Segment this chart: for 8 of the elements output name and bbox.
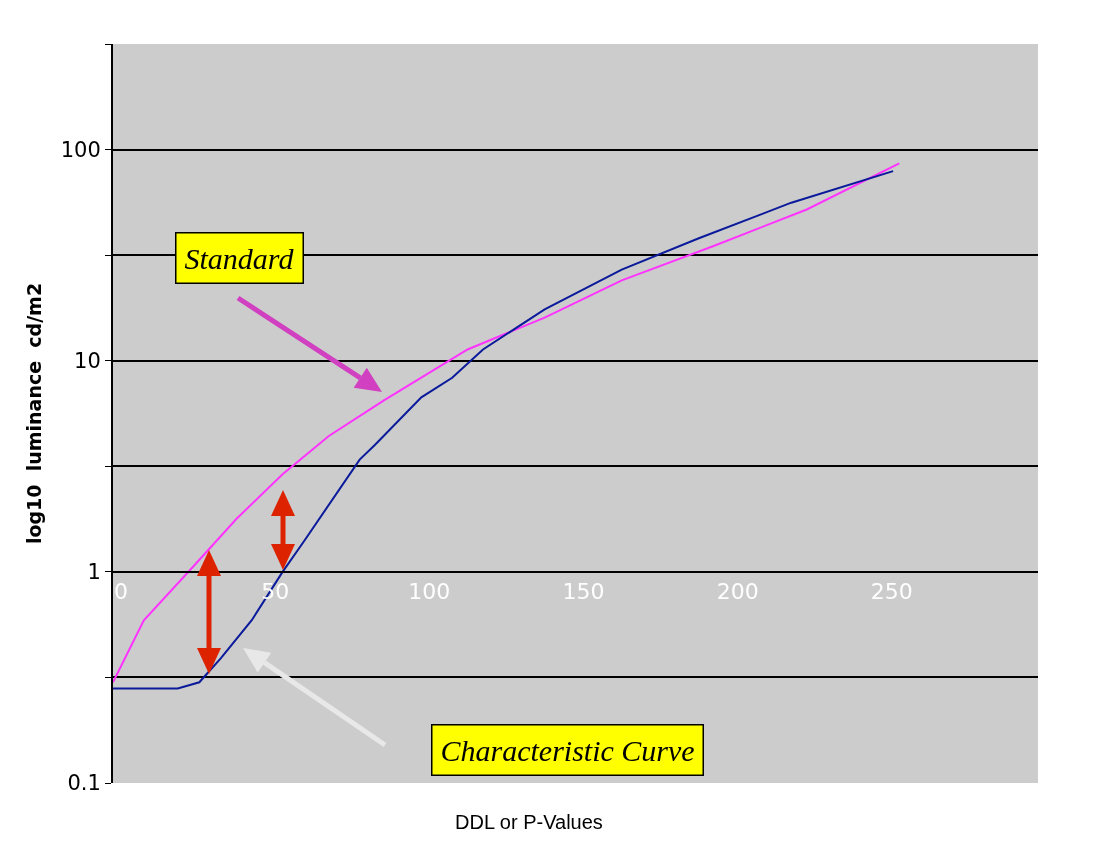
- y-tick-label: 0.1: [67, 771, 101, 796]
- y-tick-label: 100: [60, 137, 101, 162]
- y-tick-label: 10: [74, 349, 101, 374]
- y-tick-label: 1: [87, 560, 101, 585]
- annotation: Standard: [184, 241, 295, 275]
- y-axis-title: log10 luminance cd/m2: [23, 282, 46, 545]
- x-axis-title: DDL or P-Values: [455, 811, 603, 833]
- annotation: Characteristic Curve: [440, 733, 695, 767]
